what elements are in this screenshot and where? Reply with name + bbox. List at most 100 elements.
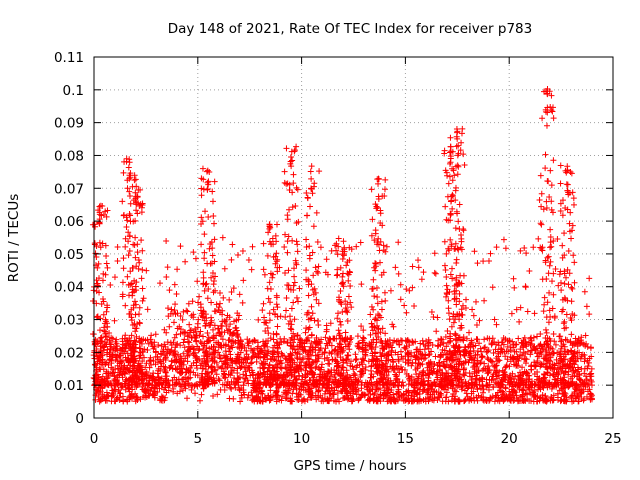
data-point (545, 319, 552, 326)
data-point (208, 314, 215, 321)
data-point (398, 382, 405, 389)
data-point (184, 333, 191, 340)
data-point (204, 186, 211, 193)
data-point (120, 350, 127, 357)
data-point (286, 313, 293, 320)
data-point (138, 377, 145, 384)
data-point (329, 391, 336, 398)
data-point (392, 264, 399, 271)
data-point (260, 240, 267, 247)
data-point (215, 307, 222, 314)
data-point (315, 269, 322, 276)
data-point (467, 344, 474, 351)
data-point (100, 311, 107, 318)
data-point (453, 295, 460, 302)
data-point (309, 310, 316, 317)
data-point (493, 380, 500, 387)
data-point (281, 179, 288, 186)
data-point (550, 392, 557, 399)
data-point (133, 201, 140, 208)
data-point (259, 390, 266, 397)
data-point (542, 165, 549, 172)
data-point (130, 365, 137, 372)
data-point (546, 289, 553, 296)
data-point (344, 270, 351, 277)
data-point (458, 386, 465, 393)
data-point (333, 272, 340, 279)
data-point (299, 356, 306, 363)
data-point (390, 323, 397, 330)
data-point (163, 329, 170, 336)
data-point (219, 323, 226, 330)
data-point (328, 342, 335, 349)
data-point (122, 235, 129, 242)
data-point (116, 372, 123, 379)
data-point (267, 241, 274, 248)
data-point (452, 225, 459, 232)
data-point (479, 353, 486, 360)
data-point (107, 380, 114, 387)
data-point (374, 238, 381, 245)
data-point (255, 388, 262, 395)
data-point (219, 234, 226, 241)
data-point (139, 358, 146, 365)
data-point (369, 286, 376, 293)
data-point (396, 369, 403, 376)
data-point (542, 356, 549, 363)
data-point (132, 195, 139, 202)
data-point (397, 281, 404, 288)
data-point (350, 372, 357, 379)
data-point (455, 142, 462, 149)
data-point (328, 384, 335, 391)
data-point (251, 353, 258, 360)
data-point (220, 294, 227, 301)
data-point (571, 279, 578, 286)
data-point (103, 333, 110, 340)
data-point (354, 342, 361, 349)
data-point (516, 374, 523, 381)
data-point (310, 272, 317, 279)
data-point (131, 298, 138, 305)
data-point (155, 380, 162, 387)
data-point (456, 280, 463, 287)
data-point (197, 397, 204, 404)
data-point (549, 278, 556, 285)
data-point (511, 387, 518, 394)
data-point (264, 356, 271, 363)
data-point (248, 389, 255, 396)
data-point (561, 325, 568, 332)
data-point (382, 365, 389, 372)
data-point (570, 341, 577, 348)
data-point (550, 237, 557, 244)
data-point (568, 235, 575, 242)
data-point (266, 317, 273, 324)
data-point (344, 352, 351, 359)
data-point (560, 320, 567, 327)
data-point (490, 384, 497, 391)
data-point (165, 387, 172, 394)
data-point (338, 301, 345, 308)
data-point (446, 149, 453, 156)
data-point (435, 342, 442, 349)
data-point (566, 270, 573, 277)
data-point (138, 275, 145, 282)
data-point (537, 244, 544, 251)
data-point (545, 357, 552, 364)
data-point (240, 277, 247, 284)
data-point (370, 339, 377, 346)
data-point (290, 386, 297, 393)
data-point (126, 192, 133, 199)
data-point (178, 383, 185, 390)
data-point (124, 273, 131, 280)
data-point (381, 345, 388, 352)
data-point (360, 335, 367, 342)
data-point (261, 271, 268, 278)
data-point (487, 395, 494, 402)
data-point (526, 386, 533, 393)
data-point (454, 210, 461, 217)
data-point (446, 288, 453, 295)
data-point (319, 381, 326, 388)
data-point (352, 351, 359, 358)
data-point (135, 187, 142, 194)
data-point (583, 376, 590, 383)
